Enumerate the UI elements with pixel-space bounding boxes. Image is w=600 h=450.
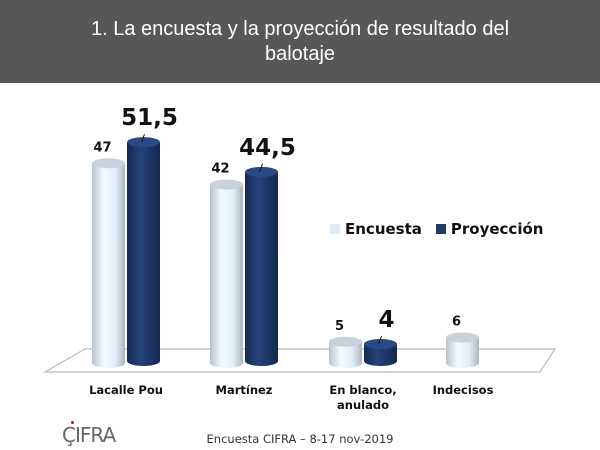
- data-label: 44,5: [239, 135, 296, 161]
- data-label: 42: [211, 162, 229, 177]
- data-label: 51,5: [121, 105, 178, 131]
- category-label: Martínez: [215, 383, 273, 397]
- cifra-logo: ÇIFRA: [62, 421, 116, 447]
- legend-swatch-proyeccion: [435, 224, 446, 234]
- bar-encuesta-2: [329, 336, 362, 368]
- category-label: Lacalle Pou: [89, 383, 163, 397]
- legend-label-encuesta: Encuesta: [345, 220, 422, 238]
- bar-proyeccion-1: [245, 163, 278, 366]
- data-label: 6: [452, 315, 461, 330]
- legend-label-proyeccion: Proyección: [450, 220, 544, 238]
- category-label: Indecisos: [432, 383, 494, 397]
- data-label: 4: [378, 307, 394, 333]
- chart-floor: [42, 348, 557, 373]
- chart-title: 1. La encuesta y la proyección de result…: [90, 17, 510, 65]
- bar-encuesta-0: [92, 158, 125, 368]
- bar-encuesta-3: [446, 332, 479, 368]
- bar-chart: 47 51,5 42 44,5 5 4 6: [42, 105, 557, 373]
- data-label: 47: [93, 140, 111, 155]
- source-note: Encuesta CIFRA – 8-17 nov-2019: [206, 432, 394, 446]
- legend-swatch-encuesta: [330, 224, 340, 234]
- category-label: En blanco, anulado: [329, 383, 397, 412]
- bar-proyeccion-0: [127, 133, 160, 366]
- header-bar: 1. La encuesta y la proyección de result…: [0, 0, 600, 83]
- bar-proyeccion-2: [364, 335, 397, 366]
- legend: Encuesta Proyección: [330, 220, 543, 238]
- data-label: 5: [335, 319, 344, 334]
- bar-encuesta-1: [210, 179, 243, 368]
